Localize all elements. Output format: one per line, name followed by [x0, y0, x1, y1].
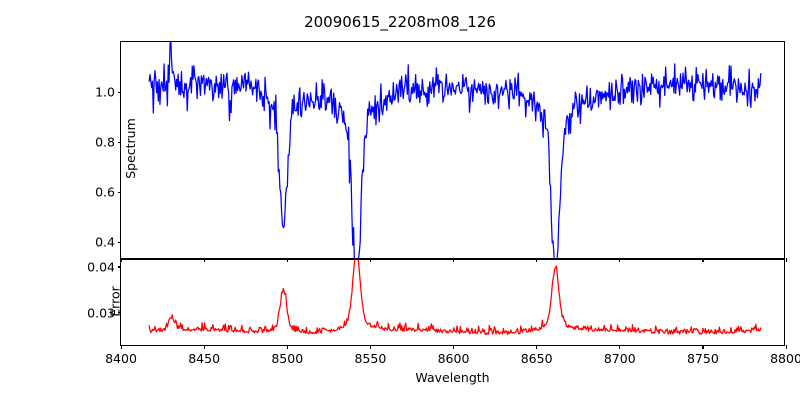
x-tick-label: 8550 — [354, 351, 387, 366]
x-tick-label: 8450 — [188, 351, 221, 366]
y-tick-mark — [117, 266, 121, 268]
y-tick-mark — [117, 141, 121, 143]
x-tick-mark — [785, 345, 787, 349]
x-tick-label: 8650 — [520, 351, 553, 366]
y-tick-mark — [117, 91, 121, 93]
error-panel: Error 8400 8450 8500 8550 8600 8650 8700 8750 88… — [87, 259, 800, 366]
y-tick-label: 0.6 — [95, 184, 115, 200]
y-tick-mark — [117, 191, 121, 193]
y-tick-label: 0.03 — [87, 305, 115, 321]
x-tick-label: 8750 — [686, 351, 719, 366]
spectrum-panel: Spectrum 0.4 0.6 0.8 1.0 — [95, 41, 787, 262]
x-tick-mark — [203, 345, 205, 349]
y-tick-label: 0.04 — [87, 259, 115, 275]
y-tick-label: 0.4 — [95, 234, 115, 250]
y-tick-mark — [117, 312, 121, 314]
x-tick-label: 8500 — [271, 351, 304, 366]
y-tick-label: 0.8 — [95, 134, 115, 150]
x-tick-label: 8400 — [105, 351, 137, 366]
y-tick-mark — [117, 241, 121, 244]
x-tick-mark — [369, 345, 372, 349]
x-tick-mark — [453, 345, 455, 349]
x-tick-mark — [702, 345, 704, 349]
error-plot-area — [121, 260, 784, 345]
spectrum-y-axis-label: Spectrum — [122, 118, 138, 179]
spectrum-plot-area — [121, 42, 784, 258]
x-tick-label: 8600 — [437, 351, 470, 366]
spectrum-data-line — [149, 42, 761, 258]
x-tick-mark — [619, 345, 621, 349]
x-axis-label: Wavelength — [415, 370, 490, 385]
figure-title: 20090615_2208m08_126 — [304, 13, 496, 31]
x-tick-mark — [286, 345, 288, 349]
x-tick-mark — [120, 345, 122, 349]
x-tick-mark — [536, 345, 538, 349]
x-tick-label: 8700 — [603, 351, 636, 366]
y-tick-label: 1.0 — [95, 84, 115, 100]
error-data-line — [149, 260, 761, 334]
x-tick-mark — [785, 258, 787, 262]
x-tick-label: 8800 — [770, 351, 800, 366]
